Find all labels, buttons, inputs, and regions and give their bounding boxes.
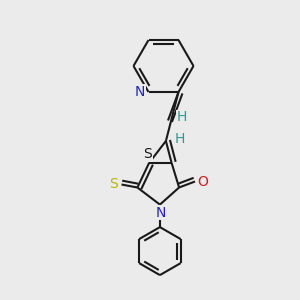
Text: N: N [135,85,145,99]
Text: O: O [198,175,208,188]
Text: S: S [109,178,118,191]
Text: S: S [143,147,152,161]
Text: H: H [174,132,184,145]
Text: H: H [176,110,187,124]
Text: N: N [156,206,166,220]
